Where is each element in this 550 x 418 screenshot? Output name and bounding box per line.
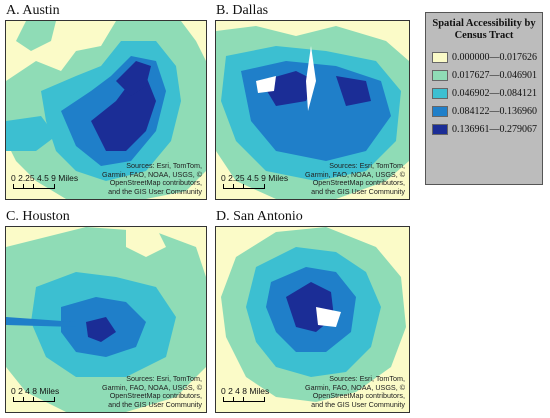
legend-swatch <box>432 52 448 63</box>
legend-label: 0.084122—0.136960 <box>452 106 537 117</box>
legend-item: 0.136961—0.279067 <box>432 123 537 136</box>
attribution-dallas: Sources: Esri, TomTom, Garmin, FAO, NOAA,… <box>305 161 405 196</box>
map-san-antonio-tracts <box>221 227 406 402</box>
legend-swatch <box>432 124 448 135</box>
panel-title-houston: C. Houston <box>6 209 70 224</box>
attribution-san-antonio: Sources: Esri, TomTom, Garmin, FAO, NOAA,… <box>305 374 405 409</box>
legend-label: 0.046902—0.084121 <box>452 88 537 99</box>
panel-title-austin: A. Austin <box>6 3 60 18</box>
scale-bar-dallas: 0 2.25 4.5 9 Miles <box>221 173 291 191</box>
legend-item: 0.017627—0.046901 <box>432 69 537 82</box>
legend-label: 0.136961—0.279067 <box>452 124 537 135</box>
scale-bar-san-antonio: 0 2 4 8 Miles <box>221 386 291 404</box>
map-houston[interactable]: 0 2 4 8 Miles Sources: Esri, TomTom, Garm… <box>5 226 207 413</box>
map-dallas-tracts <box>216 26 409 199</box>
scale-bar-austin: 0 2.25 4.5 9 Miles <box>11 173 81 191</box>
panel-title-dallas: B. Dallas <box>216 3 269 18</box>
map-houston-tracts <box>6 227 206 412</box>
legend-item: 0.084122—0.136960 <box>432 105 537 118</box>
legend-label: 0.000000—0.017626 <box>452 52 537 63</box>
attribution-austin: Sources: Esri, TomTom, Garmin, FAO, NOAA,… <box>102 161 202 196</box>
legend-title: Spatial Accessibility by Census Tract <box>432 18 536 41</box>
map-san-antonio[interactable]: 0 2 4 8 Miles Sources: Esri, TomTom, Garm… <box>215 226 410 413</box>
legend-label: 0.017627—0.046901 <box>452 70 537 81</box>
panel-title-san-antonio: D. San Antonio <box>216 209 303 224</box>
legend-swatch <box>432 70 448 81</box>
legend-swatch <box>432 106 448 117</box>
map-austin[interactable]: 0 2.25 4.5 9 Miles Sources: Esri, TomTom… <box>5 20 207 200</box>
legend-swatch <box>432 88 448 99</box>
map-austin-tracts <box>6 21 206 199</box>
scale-bar-houston: 0 2 4 8 Miles <box>11 386 81 404</box>
attribution-houston: Sources: Esri, TomTom, Garmin, FAO, NOAA,… <box>102 374 202 409</box>
map-dallas[interactable]: 0 2.25 4.5 9 Miles Sources: Esri, TomTom… <box>215 20 410 200</box>
legend-item: 0.000000—0.017626 <box>432 51 537 64</box>
legend-item: 0.046902—0.084121 <box>432 87 537 100</box>
legend: Spatial Accessibility by Census Tract 0.… <box>425 12 543 185</box>
